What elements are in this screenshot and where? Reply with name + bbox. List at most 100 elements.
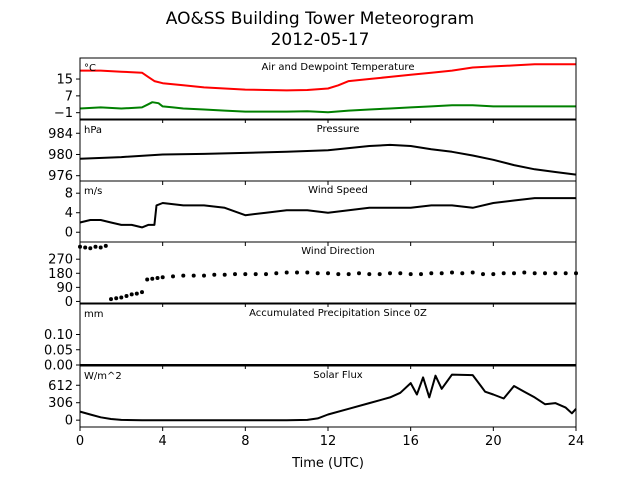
series-0-0-line: [80, 63, 576, 92]
y-tick-label: 976: [48, 169, 73, 184]
y-tick-label: 0.05: [44, 343, 73, 358]
series-3-0-point: [119, 295, 124, 300]
series-3-0-point: [134, 291, 139, 296]
series-3-0-point: [109, 297, 113, 302]
series-5-0-line: [79, 373, 577, 422]
panel-title: Pressure: [317, 124, 360, 135]
series-3-0-point: [336, 272, 341, 277]
series-3-0-point: [419, 272, 423, 277]
panel-2: 0 4 8 m/s Wind Speed: [65, 180, 577, 246]
series-3-0-point: [233, 272, 237, 277]
series-3-0-point: [450, 270, 454, 275]
series-3-0-point: [284, 270, 289, 275]
series-3-0-point: [512, 271, 516, 276]
panel-title: Solar Flux: [313, 370, 363, 381]
series-3-0-point: [470, 270, 475, 275]
panel-0: −1 715 °C Air and Dewpoint Temperature: [54, 57, 577, 123]
y-tick-label: 7: [65, 89, 73, 104]
series-3-0-point: [326, 271, 330, 276]
y-tick-label: 984: [48, 127, 73, 142]
series-3-0-point: [460, 271, 465, 276]
series-3-0-point: [150, 276, 155, 281]
series-3-0-point: [171, 274, 175, 279]
y-tick-label: −1: [54, 106, 73, 121]
series-3-0-point: [367, 272, 372, 277]
series-3-0-point: [124, 294, 129, 298]
x-tick-label: 24: [568, 434, 585, 449]
series-3-0-point: [532, 271, 537, 276]
panel-title: Air and Dewpoint Temperature: [262, 62, 415, 73]
x-tick-label: 8: [241, 434, 249, 449]
series-3-0-point: [388, 271, 392, 276]
series-3-0-point: [501, 271, 506, 276]
y-tick-label: 612: [48, 379, 73, 394]
series-2-0-line: [79, 197, 576, 229]
y-tick-label: 90: [56, 281, 73, 296]
series-3-0-point: [377, 272, 382, 277]
panels-group: −1 715 °C Air and Dewpoint Temperature 976 98…: [44, 57, 585, 471]
series-3-0-point: [93, 244, 98, 249]
series-3-0-point: [305, 270, 310, 275]
panel-unit-label: m/s: [84, 186, 102, 197]
y-tick-label: 180: [48, 267, 73, 282]
series-3-0-point: [212, 272, 217, 277]
series-1-0-line: [79, 143, 577, 176]
series-3-0-point: [274, 271, 279, 276]
y-tick-label: 15: [56, 73, 73, 88]
series-3-0-point: [160, 275, 165, 280]
x-tick-label: 16: [402, 434, 419, 449]
y-tick-label: 270: [48, 253, 73, 268]
series-3-0-point: [98, 245, 103, 250]
series-3-0-point: [129, 292, 134, 297]
series-3-0-point: [140, 290, 144, 295]
x-tick-label: 4: [159, 434, 167, 449]
series-3-0-point: [243, 272, 248, 277]
x-tick-label: 20: [485, 434, 502, 449]
series-3-0-point: [481, 272, 485, 277]
figure-title-line2: 2012-05-17: [271, 30, 370, 50]
series-3-0-point: [114, 296, 119, 301]
series-3-0-point: [145, 277, 150, 282]
panel-unit-label: °C: [84, 63, 96, 74]
series-3-0-point: [563, 271, 568, 276]
series-3-0-point: [491, 272, 496, 277]
y-tick-label: 306: [48, 396, 73, 411]
series-3-0-point: [398, 271, 403, 276]
panel-unit-label: W/m^2: [84, 371, 122, 382]
panel-title: Wind Direction: [301, 246, 375, 257]
panel-5: 0 306 612 W/m^2 Solar Flux: [48, 365, 577, 431]
series-3-0-point: [103, 243, 108, 248]
series-3-0-point: [543, 271, 547, 276]
series-3-0-point: [83, 245, 88, 250]
series-3-0-point: [439, 271, 444, 276]
series-3-0-point: [315, 271, 320, 276]
series-3-0-point: [264, 272, 268, 277]
y-tick-label: 4: [65, 206, 73, 221]
series-3-0-point: [357, 271, 361, 276]
y-tick-label: 0: [65, 414, 73, 429]
y-tick-label: 8: [65, 187, 73, 202]
panel-title: Wind Speed: [308, 185, 368, 196]
y-tick-label: 980: [48, 148, 73, 163]
panel-4: 0.000.050.10 mm Accumulated Precipitation …: [44, 303, 577, 374]
series-3-0-point: [222, 272, 227, 277]
panel-unit-label: mm: [84, 309, 103, 320]
panel-1: 976 980 984 hPa Pressure: [48, 119, 577, 185]
panel-unit-label: hPa: [84, 125, 102, 136]
y-tick-label: 0: [65, 295, 73, 310]
series-3-0-point: [553, 271, 558, 276]
series-3-0-point: [191, 273, 196, 278]
panel-title: Accumulated Precipitation Since 0Z: [249, 308, 427, 319]
figure-title-line1: AO&SS Building Tower Meteorogram: [166, 9, 474, 29]
series-3-0-point: [202, 273, 206, 278]
x-axis-label: Time (UTC): [291, 456, 364, 471]
series-3-0-point: [88, 246, 93, 251]
series-0-1-line: [79, 101, 576, 114]
series-3-0-point: [253, 272, 258, 277]
series-3-0-point: [408, 272, 413, 277]
series-3-0-point: [429, 271, 434, 276]
y-tick-label: 0: [65, 226, 73, 241]
series-3-0-point: [181, 273, 186, 278]
